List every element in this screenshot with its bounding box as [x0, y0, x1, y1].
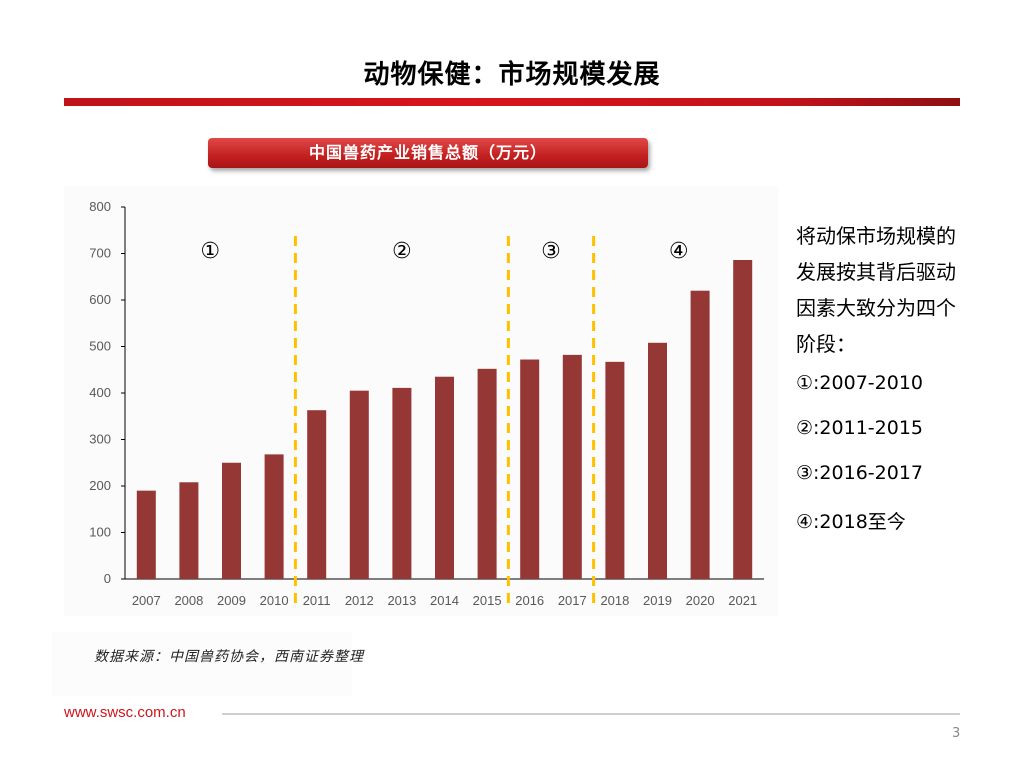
page-title: 动物保健：市场规模发展: [363, 60, 661, 90]
x-tick-label: 2007: [132, 593, 161, 608]
bar-2019: [648, 342, 667, 579]
page-number: 3: [952, 726, 961, 741]
phase-item-3: ③:2016-2017: [796, 462, 923, 484]
phase-item-2: ②:2011-2015: [796, 417, 923, 439]
y-tick-label: 600: [89, 292, 111, 307]
footer-divider: [222, 713, 960, 715]
bar-2013: [392, 387, 412, 579]
x-tick-label: 2017: [558, 593, 587, 608]
y-tick-label: 500: [89, 339, 111, 354]
bar-2011: [307, 410, 327, 579]
phase-label-1: ①: [200, 239, 220, 264]
bar-2008: [179, 482, 199, 579]
y-tick-label: 0: [104, 571, 111, 586]
y-tick-label: 200: [89, 478, 111, 493]
x-tick-label: 2009: [217, 593, 246, 608]
x-tick-label: 2016: [515, 593, 544, 608]
x-tick-label: 2015: [473, 593, 502, 608]
bar-2009: [222, 462, 241, 579]
phase-item-4: ④:2018至今: [796, 511, 906, 533]
x-tick-label: 2010: [260, 593, 289, 608]
y-tick-label: 300: [89, 432, 111, 447]
bar-2014: [435, 376, 454, 579]
bar-2012: [349, 390, 369, 579]
bar-2021: [733, 260, 753, 579]
x-tick-label: 2018: [600, 593, 629, 608]
bar-2015: [477, 368, 497, 579]
y-tick-label: 400: [89, 385, 111, 400]
phase-item-1: ①:2007-2010: [796, 372, 923, 394]
y-tick-label: 700: [89, 246, 111, 261]
x-tick-label: 2020: [686, 593, 715, 608]
source-background: [52, 632, 352, 696]
x-tick-label: 2013: [387, 593, 416, 608]
x-tick-label: 2019: [643, 593, 672, 608]
bar-2007: [136, 490, 156, 579]
title-underline: [64, 98, 960, 106]
phase-label-4: ④: [669, 239, 689, 264]
y-tick-label: 100: [89, 525, 111, 540]
y-tick-label: 800: [89, 199, 111, 214]
x-tick-label: 2014: [430, 593, 459, 608]
x-tick-label: 2008: [174, 593, 203, 608]
phase-label-3: ③: [541, 239, 561, 264]
x-tick-label: 2021: [728, 593, 757, 608]
phase-description: 将动保市场规模的发展按其背后驱动因素大致分为四个阶段：: [796, 224, 956, 356]
bar-2016: [520, 359, 540, 579]
bar-2010: [264, 454, 284, 579]
bar-2017: [562, 354, 582, 579]
x-tick-label: 2011: [303, 593, 331, 608]
chart-title-banner: 中国兽药产业销售总额（万元）: [208, 138, 648, 168]
bar-2020: [690, 290, 710, 579]
data-source-note: 数据来源：中国兽药协会，西南证券整理: [94, 649, 364, 665]
website-link[interactable]: www.swsc.com.cn: [64, 704, 186, 721]
phase-label-2: ②: [392, 239, 412, 264]
x-tick-label: 2012: [345, 593, 374, 608]
bar-2018: [605, 361, 625, 579]
